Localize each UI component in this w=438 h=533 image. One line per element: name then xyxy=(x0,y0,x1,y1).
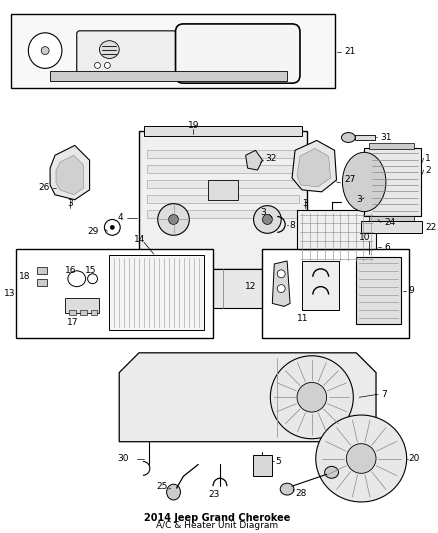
Text: 13: 13 xyxy=(4,289,15,298)
Text: 31: 31 xyxy=(380,133,392,142)
Text: 29: 29 xyxy=(88,227,99,236)
Bar xyxy=(369,215,413,221)
FancyBboxPatch shape xyxy=(176,24,300,83)
Text: A/C & Heater Unit Diagram: A/C & Heater Unit Diagram xyxy=(156,521,278,530)
Ellipse shape xyxy=(262,215,272,224)
Bar xyxy=(147,209,299,217)
Bar xyxy=(110,255,204,330)
Ellipse shape xyxy=(343,152,386,212)
Bar xyxy=(364,148,421,215)
Text: 11: 11 xyxy=(297,314,308,323)
Text: 2: 2 xyxy=(425,166,431,175)
Text: 4: 4 xyxy=(117,213,123,222)
Polygon shape xyxy=(56,155,84,195)
Ellipse shape xyxy=(342,133,355,142)
Text: 14: 14 xyxy=(134,235,145,244)
Bar xyxy=(80,310,87,316)
Ellipse shape xyxy=(277,270,285,278)
Text: 32: 32 xyxy=(265,154,277,163)
Bar xyxy=(147,195,299,203)
Text: 3: 3 xyxy=(356,195,362,204)
Ellipse shape xyxy=(270,356,353,439)
Bar xyxy=(11,14,335,88)
Bar xyxy=(69,310,76,316)
Bar xyxy=(159,269,287,309)
Bar xyxy=(147,180,299,188)
Ellipse shape xyxy=(158,204,189,235)
Bar xyxy=(253,455,272,477)
Text: 10: 10 xyxy=(359,233,371,242)
Polygon shape xyxy=(292,141,336,192)
Bar xyxy=(356,257,401,324)
Bar xyxy=(355,134,375,141)
Bar xyxy=(91,310,98,316)
Polygon shape xyxy=(297,148,331,187)
Text: 24: 24 xyxy=(384,218,395,227)
Bar xyxy=(37,267,47,274)
Bar xyxy=(361,221,422,233)
Polygon shape xyxy=(139,131,307,269)
Ellipse shape xyxy=(169,215,178,224)
Bar xyxy=(15,249,213,338)
Bar xyxy=(147,165,299,173)
Bar xyxy=(302,261,339,310)
Bar xyxy=(50,71,287,81)
Bar xyxy=(144,126,302,135)
Ellipse shape xyxy=(104,220,120,235)
Text: 19: 19 xyxy=(187,121,199,130)
Ellipse shape xyxy=(297,383,327,412)
Text: 28: 28 xyxy=(295,489,307,498)
Ellipse shape xyxy=(88,274,98,284)
Text: 12: 12 xyxy=(245,282,256,291)
Text: 26: 26 xyxy=(38,183,49,192)
Ellipse shape xyxy=(346,443,376,473)
Bar xyxy=(208,180,238,200)
Text: 8: 8 xyxy=(289,221,295,230)
Ellipse shape xyxy=(316,415,406,502)
Text: 23: 23 xyxy=(208,489,219,498)
Text: 21: 21 xyxy=(344,47,356,56)
Polygon shape xyxy=(246,150,262,170)
Ellipse shape xyxy=(95,62,100,68)
Text: 30: 30 xyxy=(117,454,129,463)
Text: 3: 3 xyxy=(67,199,73,208)
Text: 22: 22 xyxy=(425,223,437,232)
Ellipse shape xyxy=(254,206,281,233)
Text: 6: 6 xyxy=(384,243,390,252)
Text: 27: 27 xyxy=(344,175,356,184)
Ellipse shape xyxy=(68,271,86,287)
Text: 3: 3 xyxy=(302,199,308,208)
Ellipse shape xyxy=(280,483,294,495)
FancyBboxPatch shape xyxy=(77,31,177,78)
Text: 15: 15 xyxy=(85,266,96,276)
Bar xyxy=(297,209,376,264)
Polygon shape xyxy=(272,261,290,306)
Ellipse shape xyxy=(110,225,114,229)
Ellipse shape xyxy=(277,285,285,293)
Text: 9: 9 xyxy=(409,286,414,295)
Text: 18: 18 xyxy=(18,272,30,281)
Bar xyxy=(65,298,99,313)
Text: 20: 20 xyxy=(409,454,420,463)
Bar xyxy=(37,279,47,286)
Text: 1: 1 xyxy=(425,154,431,163)
Ellipse shape xyxy=(325,466,339,478)
Bar xyxy=(147,150,299,158)
Text: 25: 25 xyxy=(157,482,168,491)
Ellipse shape xyxy=(28,33,62,68)
Ellipse shape xyxy=(166,484,180,500)
Text: 16: 16 xyxy=(65,266,76,276)
Bar xyxy=(369,143,413,149)
Text: 2014 Jeep Grand Cherokee: 2014 Jeep Grand Cherokee xyxy=(144,513,290,523)
Polygon shape xyxy=(50,146,90,200)
Ellipse shape xyxy=(41,46,49,54)
Text: 7: 7 xyxy=(381,390,387,399)
Text: 3: 3 xyxy=(261,208,266,217)
Text: 17: 17 xyxy=(67,318,78,327)
Bar xyxy=(262,249,409,338)
Ellipse shape xyxy=(99,41,119,59)
Ellipse shape xyxy=(104,62,110,68)
Polygon shape xyxy=(119,353,376,442)
Text: 5: 5 xyxy=(275,457,281,466)
